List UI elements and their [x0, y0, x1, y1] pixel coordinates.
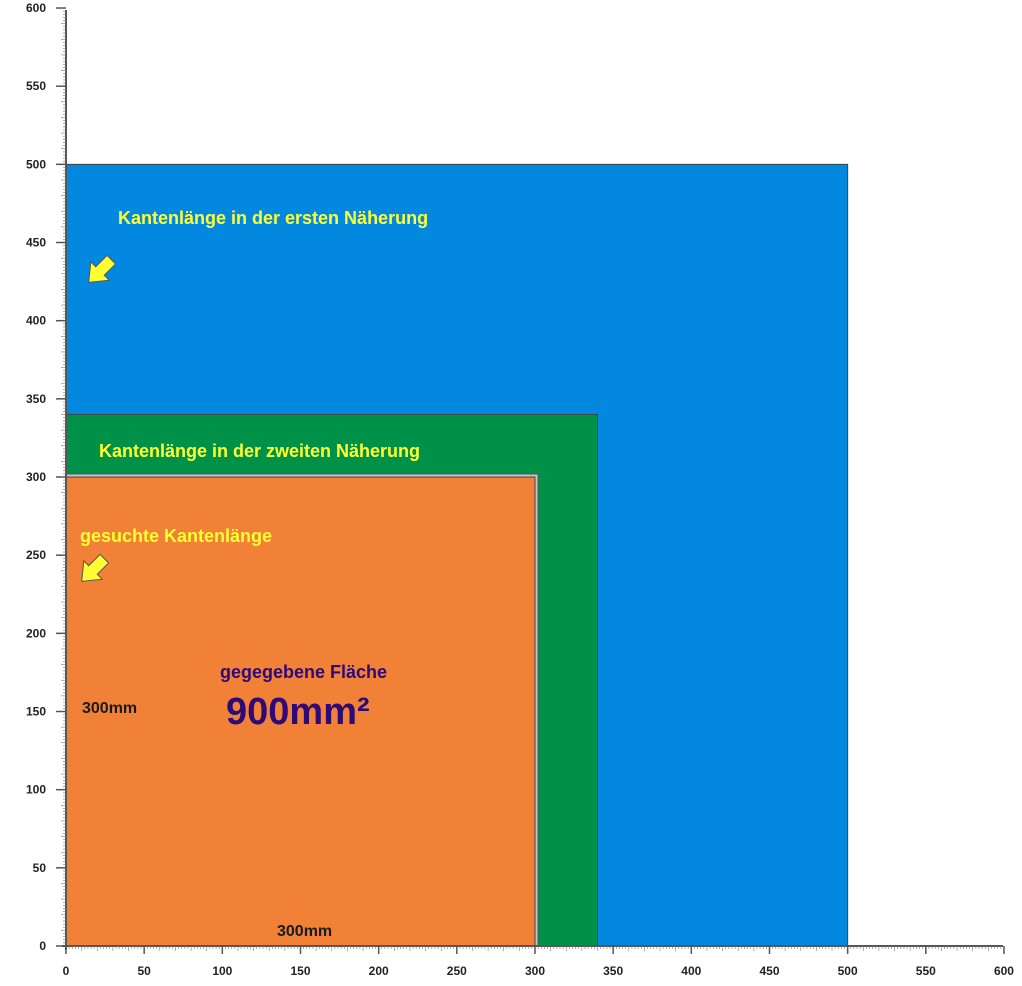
label-sought-edge: gesuchte Kantenlänge: [80, 526, 272, 546]
y-tick-label: 350: [26, 392, 46, 406]
x-tick-label: 250: [447, 964, 467, 978]
square-sought: [65, 476, 536, 947]
x-tick-label: 0: [63, 964, 70, 978]
y-tick-label: 300: [26, 470, 46, 484]
y-tick-labels: 0 50 100 150 200 250 300 350 400 450 500 550 600: [26, 1, 66, 953]
y-tick-label: 600: [26, 1, 46, 15]
y-tick-label: 250: [26, 548, 46, 562]
x-tick-label: 450: [759, 964, 779, 978]
axes-group: 0 50 100 150 200 250 300 350 400 450 500 550 600 0 50…: [26, 1, 1014, 978]
x-tick-label: 400: [681, 964, 701, 978]
x-tick-label: 300: [525, 964, 545, 978]
given-area-caption: gegegebene Fläche: [220, 662, 387, 682]
y-tick-label: 50: [33, 861, 47, 875]
label-second-approximation: Kantenlänge in der zweiten Näherung: [99, 441, 420, 461]
x-tick-label: 350: [603, 964, 623, 978]
edge-label-horizontal: 300mm: [277, 923, 332, 940]
given-area-value: 900mm²: [226, 691, 370, 733]
y-tick-label: 400: [26, 314, 46, 328]
x-tick-label: 50: [137, 964, 151, 978]
arrow-icon: [88, 254, 117, 283]
y-tick-label: 500: [26, 157, 46, 171]
x-tick-label: 500: [838, 964, 858, 978]
x-tick-label: 100: [212, 964, 232, 978]
x-tick-label: 200: [369, 964, 389, 978]
label-first-approximation: Kantenlänge in der ersten Näherung: [118, 208, 428, 228]
y-tick-label: 0: [39, 939, 46, 953]
x-tick-label: 600: [994, 964, 1014, 978]
x-tick-label: 550: [916, 964, 936, 978]
y-tick-label: 450: [26, 236, 46, 250]
y-tick-label: 150: [26, 705, 46, 719]
y-tick-label: 100: [26, 783, 46, 797]
y-tick-label: 550: [26, 79, 46, 93]
y-tick-label: 200: [26, 626, 46, 640]
edge-label-vertical: 300mm: [82, 700, 137, 717]
squares-group: [65, 163, 849, 947]
arrow-icon: [81, 553, 110, 582]
x-tick-label: 150: [290, 964, 310, 978]
x-tick-labels: 0 50 100 150 200 250 300 350 400 450 500 550 600: [63, 946, 1014, 978]
